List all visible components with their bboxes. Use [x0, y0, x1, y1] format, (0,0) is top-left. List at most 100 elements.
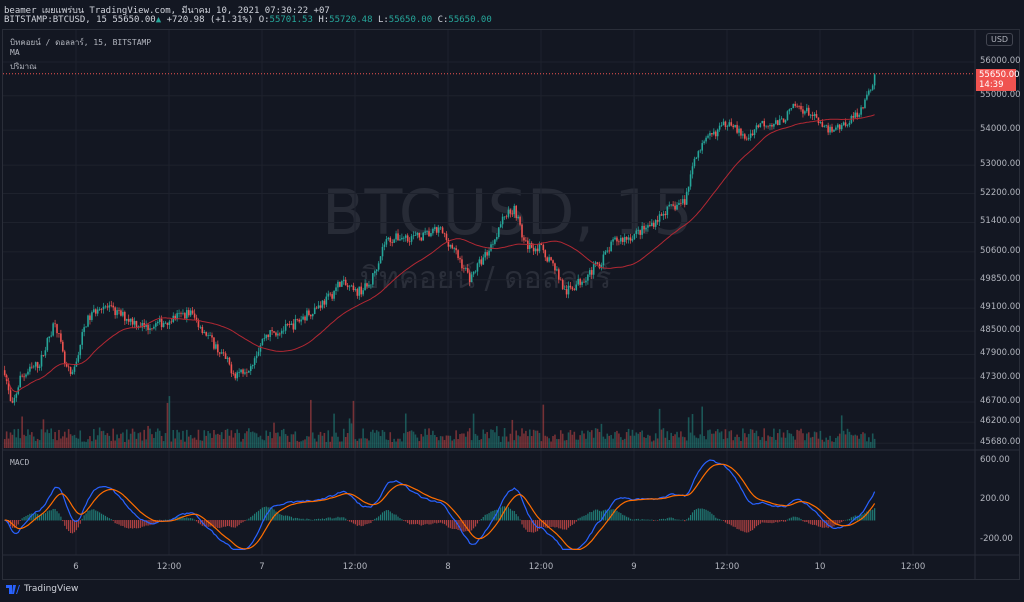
candle-body — [253, 358, 256, 365]
macd-histogram-bar — [387, 510, 389, 521]
candle-body — [62, 341, 64, 352]
candle-body — [391, 242, 393, 243]
macd-histogram-bar — [366, 520, 368, 525]
candle-body — [488, 250, 490, 256]
volume-bar — [842, 430, 845, 448]
candle-body — [366, 283, 368, 287]
macd-histogram-bar — [672, 517, 674, 521]
macd-histogram-bar — [186, 517, 188, 521]
currency-button[interactable]: USD — [986, 33, 1014, 46]
macd-histogram-bar — [494, 510, 496, 521]
macd-histogram-bar — [306, 518, 308, 521]
macd-histogram-bar — [678, 519, 680, 521]
candle-body — [461, 259, 463, 269]
macd-histogram-bar — [257, 510, 260, 521]
macd-histogram-bar — [261, 507, 263, 521]
change: +720.98 (+1.31%) — [166, 15, 254, 25]
candle-body — [422, 232, 424, 241]
candle-body — [428, 231, 430, 237]
volume-bar — [370, 431, 372, 448]
volume-bar — [571, 434, 574, 448]
volume-bar — [866, 441, 868, 448]
candle-body — [321, 300, 324, 308]
macd-histogram-bar — [71, 520, 74, 534]
volume-bar — [763, 428, 765, 448]
macd-histogram-bar — [159, 519, 161, 521]
moving-average-line — [4, 114, 875, 393]
candle-body — [769, 124, 771, 127]
volume-bar — [5, 431, 8, 448]
candle-body — [275, 332, 277, 336]
legend-series[interactable]: บิทคอยน์ / ดอลลาร์, 15, BITSTAMP — [10, 38, 152, 47]
volume-bar — [118, 438, 120, 448]
volume-bar — [846, 428, 849, 448]
candle-body — [15, 393, 18, 398]
volume-bar — [528, 429, 531, 448]
macd-histogram-bar — [99, 512, 101, 521]
legend-macd[interactable]: MACD — [10, 458, 30, 467]
volume-bar — [300, 441, 302, 448]
macd-histogram-bar — [498, 508, 500, 521]
candle-body — [124, 312, 126, 321]
macd-histogram-bar — [521, 520, 523, 525]
volume-bar — [213, 430, 215, 448]
volume-bar — [620, 437, 622, 448]
macd-histogram-bar — [410, 520, 413, 525]
volume-bar — [447, 435, 450, 448]
candle-body — [246, 372, 248, 374]
candle-body — [48, 336, 51, 339]
macd-histogram-bar — [843, 520, 845, 521]
volume-bar — [691, 414, 694, 448]
macd-histogram-bar — [664, 519, 666, 521]
volume-bar — [811, 436, 814, 448]
legend-ma[interactable]: MA — [10, 48, 20, 57]
volume-bar — [798, 430, 800, 448]
macd-histogram-bar — [693, 510, 696, 521]
volume-bar — [656, 438, 659, 448]
volume-bar — [282, 428, 285, 448]
candle-body — [364, 283, 366, 291]
volume-bar — [149, 428, 151, 448]
macd-histogram-bar — [746, 520, 748, 533]
volume-bar — [525, 430, 527, 448]
candle-body — [217, 344, 219, 353]
tradingview-logo[interactable]: TradingView — [6, 584, 78, 594]
candle-body — [763, 120, 765, 127]
macd-histogram-bar — [808, 520, 810, 524]
candle-body — [81, 332, 83, 345]
volume-bar — [612, 438, 614, 448]
volume-bar — [860, 434, 862, 448]
macd-histogram-bar — [263, 506, 265, 521]
volume-bar — [389, 432, 392, 448]
macd-histogram-bar — [515, 514, 517, 521]
macd-histogram-bar — [162, 519, 165, 521]
volume-bar — [364, 438, 366, 448]
macd-histogram-bar — [492, 510, 494, 521]
volume-bar — [168, 396, 171, 448]
volume-bar — [234, 433, 237, 448]
candle-body — [759, 123, 762, 128]
candle-body — [579, 278, 581, 285]
candle-body — [19, 375, 21, 388]
volume-bar — [422, 436, 424, 448]
volume-bar — [544, 435, 547, 448]
candle-body — [463, 268, 465, 270]
candle-body — [432, 228, 434, 234]
candle-body — [408, 241, 411, 243]
candle-body — [660, 214, 663, 216]
macd-histogram-bar — [798, 517, 800, 521]
macd-histogram-bar — [587, 513, 589, 521]
candle-body — [806, 107, 808, 112]
volume-bar — [463, 433, 465, 448]
volume-bar — [577, 439, 579, 448]
candle-body — [592, 264, 595, 275]
volume-bar — [678, 437, 680, 448]
candle-body — [261, 338, 264, 346]
legend-volume[interactable]: ปริมาณ — [10, 62, 37, 71]
candle-body — [420, 237, 423, 241]
volume-bar — [540, 441, 543, 448]
candle-body — [544, 250, 547, 258]
macd-histogram-bar — [405, 520, 407, 522]
macd-histogram-bar — [608, 510, 610, 521]
